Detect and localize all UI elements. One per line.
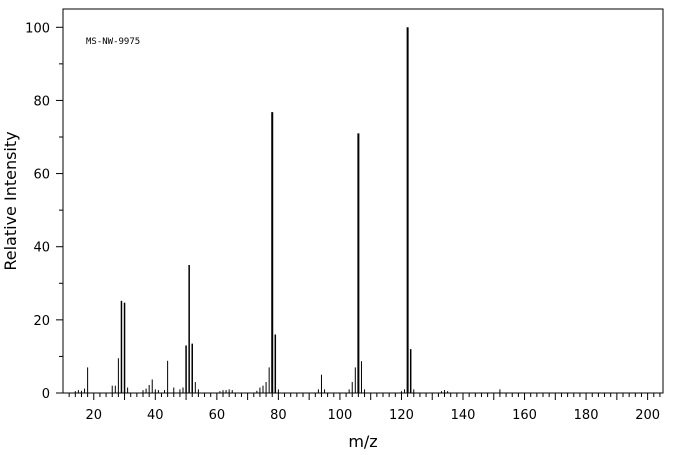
x-tick-label: 100: [328, 408, 353, 423]
x-tick-label: 180: [574, 408, 599, 423]
x-axis-label: m/z: [348, 432, 377, 451]
y-tick-label: 100: [25, 21, 50, 36]
peak-series: [74, 27, 501, 393]
y-tick-label: 20: [33, 314, 50, 329]
x-tick-label: 40: [147, 408, 164, 423]
x-tick-label: 60: [209, 408, 226, 423]
x-tick-label: 120: [389, 408, 414, 423]
x-tick-label: 200: [635, 408, 660, 423]
chart-annotation: MS-NW-9975: [86, 37, 140, 47]
y-tick-label: 60: [33, 168, 50, 183]
x-tick-label: 140: [451, 408, 476, 423]
y-axis-label: Relative Intensity: [1, 131, 20, 270]
y-tick-label: 40: [33, 241, 50, 256]
plot-frame: [62, 8, 664, 394]
x-tick-label: 20: [85, 408, 102, 423]
x-tick-label: 80: [270, 408, 287, 423]
x-tick-label: 160: [512, 408, 537, 423]
y-tick-label: 0: [42, 387, 50, 402]
axis-ticks: 20 40 60 80 100 120 140 160 180 200 0 20 40 60 80 100: [25, 21, 661, 423]
y-tick-label: 80: [33, 94, 50, 109]
